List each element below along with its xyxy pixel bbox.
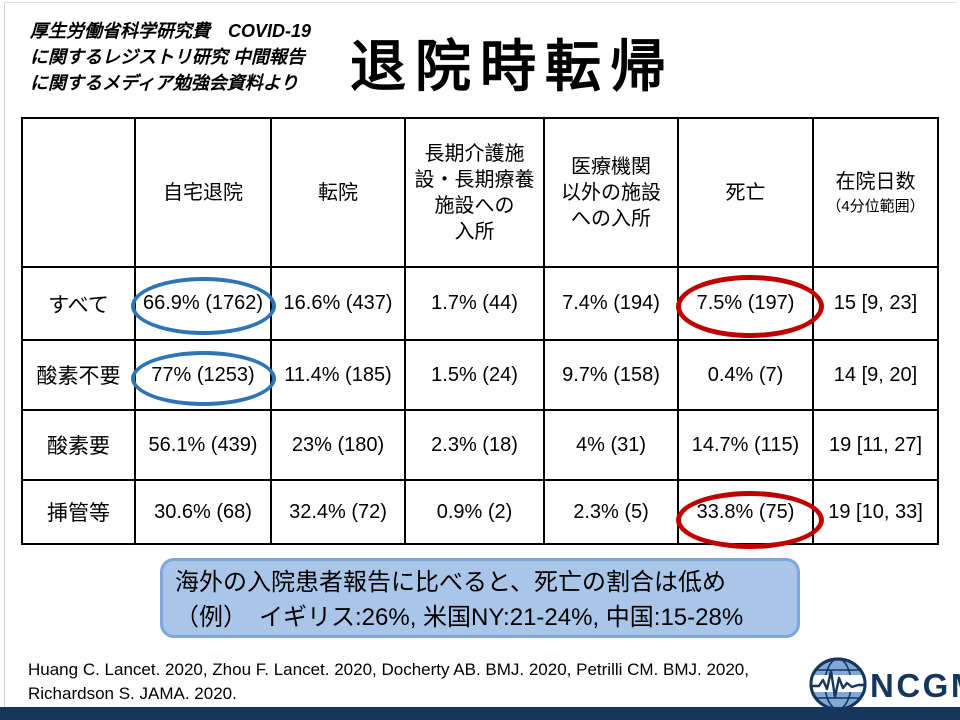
- col-header-death: 死亡: [677, 117, 814, 268]
- row-header-all: すべて: [21, 266, 136, 341]
- table-row: 酸素不要 77% (1253) 11.4% (185) 1.5% (24) 9.…: [21, 339, 939, 411]
- note-box-line1: 海外の入院患者報告に比べると、死亡の割合は低め: [175, 569, 727, 596]
- bottom-bar: [0, 707, 960, 720]
- cell-all-death: 7.5% (197): [677, 266, 814, 341]
- citation-line2: Richardson S. JAMA. 2020.: [28, 683, 237, 703]
- cell-intub-longterm: 0.9% (2): [404, 479, 545, 545]
- cell-intub-home: 30.6% (68): [134, 479, 272, 545]
- cell-all-home: 66.9% (1762): [134, 266, 272, 341]
- source-note: 厚生労働省科学研究費 COVID-19 に関するレジストリ研究 中間報告 に関す…: [30, 18, 370, 96]
- table-row: すべて 66.9% (1762) 16.6% (437) 1.7% (44) 7…: [21, 266, 939, 341]
- cell-intub-facility: 2.3% (5): [543, 479, 679, 545]
- table-row: 挿管等 30.6% (68) 32.4% (72) 0.9% (2) 2.3% …: [21, 479, 939, 545]
- cell-noox-death: 0.4% (7): [677, 339, 814, 411]
- cell-noox-transfer: 11.4% (185): [270, 339, 406, 411]
- col-header-longterm-care: 長期介護施 設・長期療養 施設への 入所: [404, 117, 545, 268]
- cell-all-facility: 7.4% (194): [543, 266, 679, 341]
- table-row: 酸素要 56.1% (439) 23% (180) 2.3% (18) 4% (…: [21, 409, 939, 481]
- citation: Huang C. Lancet. 2020, Zhou F. Lancet. 2…: [28, 658, 808, 706]
- citation-line1: Huang C. Lancet. 2020, Zhou F. Lancet. 2…: [28, 660, 749, 679]
- source-note-line3: に関するメディア勉強会資料より: [30, 73, 299, 94]
- note-box-line2: （例） イギリス:26%, 米国NY:21-24%, 中国:15-28%: [175, 603, 744, 631]
- row-header-oxygen: 酸素要: [21, 409, 136, 481]
- cell-noox-los: 14 [9, 20]: [812, 339, 939, 411]
- cell-noox-longterm: 1.5% (24): [404, 339, 545, 411]
- slide-top-edge: [4, 2, 956, 3]
- col-header-non-medical-facility: 医療機関 以外の施設 への入所: [543, 117, 679, 268]
- row-header-no-oxygen: 酸素不要: [21, 339, 136, 411]
- col-header-transfer: 転院: [270, 117, 406, 268]
- cell-ox-death: 14.7% (115): [677, 409, 814, 481]
- globe-icon: [809, 657, 867, 711]
- cell-ox-longterm: 2.3% (18): [404, 409, 545, 481]
- cell-intub-transfer: 32.4% (72): [270, 479, 406, 545]
- cell-noox-home: 77% (1253): [134, 339, 272, 411]
- slide-left-edge: [4, 2, 5, 707]
- cell-ox-los: 19 [11, 27]: [812, 409, 939, 481]
- col-header-home-discharge: 自宅退院: [134, 117, 272, 268]
- cell-ox-transfer: 23% (180): [270, 409, 406, 481]
- cell-intub-los: 19 [10, 33]: [812, 479, 939, 545]
- col-header-length-of-stay-title: 在院日数: [835, 170, 916, 193]
- discharge-outcome-table: 自宅退院 転院 長期介護施 設・長期療養 施設への 入所 医療機関 以外の施設 …: [21, 117, 939, 545]
- cell-noox-facility: 9.7% (158): [543, 339, 679, 411]
- cell-ox-facility: 4% (31): [543, 409, 679, 481]
- ncgm-logo: NCGM: [809, 657, 960, 711]
- table-header-row: 自宅退院 転院 長期介護施 設・長期療養 施設への 入所 医療機関 以外の施設 …: [21, 117, 939, 268]
- col-header-length-of-stay: 在院日数 （4分位範囲）: [812, 117, 939, 268]
- source-note-line2: に関するレジストリ研究 中間報告: [30, 47, 305, 68]
- note-box: 海外の入院患者報告に比べると、死亡の割合は低め （例） イギリス:26%, 米国…: [160, 558, 800, 638]
- col-header-length-of-stay-sub: （4分位範囲）: [826, 197, 925, 215]
- row-header-intubation: 挿管等: [21, 479, 136, 545]
- cell-intub-death: 33.8% (75): [677, 479, 814, 545]
- table-corner-cell: [21, 117, 136, 268]
- cell-all-los: 15 [9, 23]: [812, 266, 939, 341]
- cell-all-transfer: 16.6% (437): [270, 266, 406, 341]
- ncgm-logo-text: NCGM: [870, 667, 960, 704]
- cell-ox-home: 56.1% (439): [134, 409, 272, 481]
- cell-all-longterm: 1.7% (44): [404, 266, 545, 341]
- source-note-line1: 厚生労働省科学研究費 COVID-19: [30, 21, 312, 41]
- page-title: 退院時転帰: [350, 35, 675, 98]
